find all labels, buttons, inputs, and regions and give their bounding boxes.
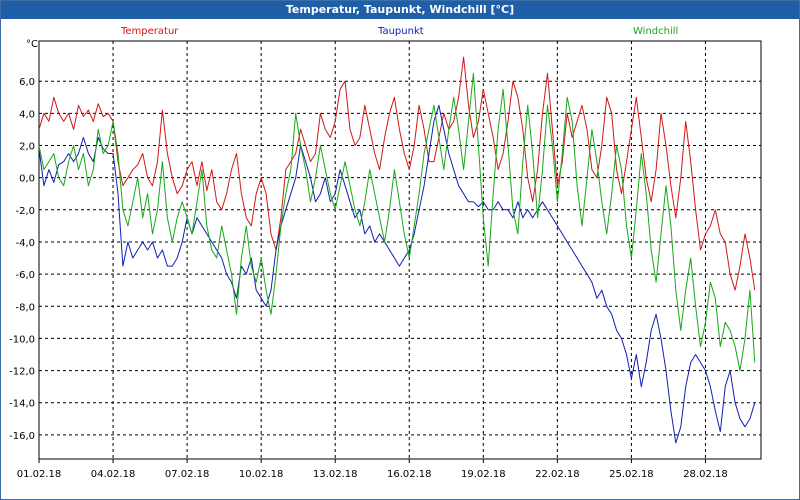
y-tick-label: 0,0 [19, 174, 35, 185]
series-line-taupunkt [38, 104, 756, 444]
y-tick-label: -12,0 [9, 367, 35, 378]
x-tick-label: 22.02.18 [535, 469, 580, 480]
x-tick-label: 19.02.18 [461, 469, 506, 480]
x-tick-label: 16.02.18 [387, 469, 432, 480]
series-line-windchill [38, 72, 756, 372]
x-tick-label: 07.02.18 [165, 469, 210, 480]
y-axis-ticks: 6,0 4,0 2,0 0,0 -2,0 -4,0 -6,0 -8,0 -10,0 -12,0 -1… [9, 77, 35, 442]
x-tick-label: 13.02.18 [313, 469, 358, 480]
y-tick-label: 2,0 [19, 142, 35, 153]
x-tick-label: 01.02.18 [17, 469, 62, 480]
y-tick-label: 6,0 [19, 77, 35, 88]
x-axis-ticks: 01.02.18 04.02.18 07.02.18 10.02.18 13.02.18… [17, 459, 728, 480]
grid [39, 41, 761, 459]
y-tick-label: -2,0 [15, 206, 35, 217]
x-tick-label: 04.02.18 [91, 469, 136, 480]
legend-taupunkt: Taupunkt [378, 26, 424, 37]
y-tick-label: -6,0 [15, 270, 35, 281]
series-line-temperatur [38, 56, 756, 291]
window-title: Temperatur, Taupunkt, Windchill [°C] [1, 1, 799, 19]
y-tick-label: -10,0 [9, 334, 35, 345]
legend-windchill: Windchill [633, 26, 679, 37]
y-tick-label: -4,0 [15, 238, 35, 249]
x-tick-label: 28.02.18 [683, 469, 728, 480]
y-tick-label: 4,0 [19, 109, 35, 120]
y-tick-label: -14,0 [9, 399, 35, 410]
x-tick-label: 25.02.18 [609, 469, 654, 480]
y-tick-label: -8,0 [15, 302, 35, 313]
y-tick-label: -16,0 [9, 431, 35, 442]
plot-area [38, 40, 762, 460]
legend-temperatur: Temperatur [121, 26, 179, 37]
x-tick-label: 10.02.18 [239, 469, 284, 480]
series-lines [38, 56, 756, 444]
y-axis-unit: °C [26, 39, 38, 50]
